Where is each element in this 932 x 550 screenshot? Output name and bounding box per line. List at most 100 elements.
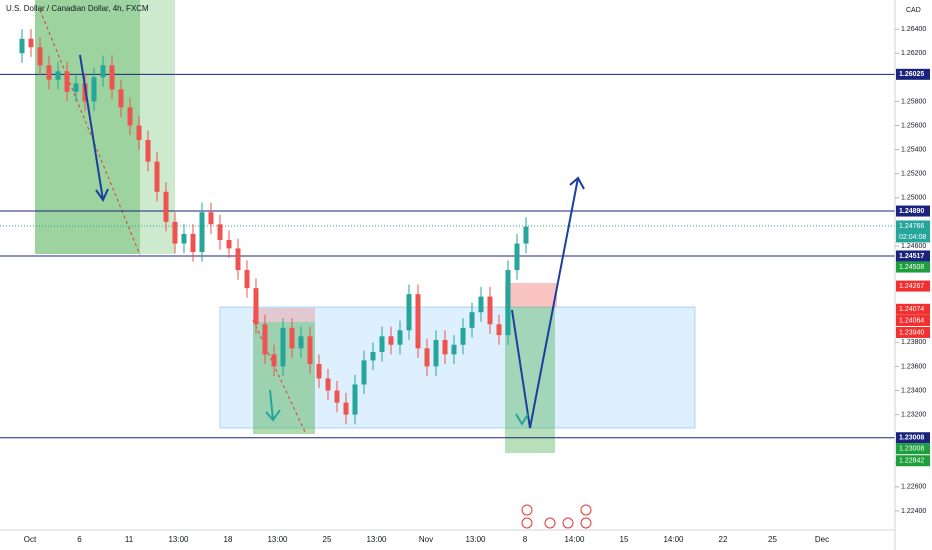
candle-body <box>379 336 385 352</box>
price-label-box <box>896 303 930 315</box>
price-label: 1.24064 <box>899 317 924 324</box>
price-label: 1.26025 <box>899 71 924 78</box>
price-label: 1.24267 <box>899 283 924 290</box>
y-tick-label: 1.25200 <box>901 171 926 178</box>
candle-body <box>496 324 502 336</box>
y-tick-label: 1.23600 <box>901 363 926 370</box>
price-label-box <box>896 220 930 243</box>
candle-body <box>388 336 394 345</box>
candle-body <box>163 191 169 222</box>
price-label: 1.24074 <box>899 306 924 313</box>
price-label-box <box>896 250 930 262</box>
x-tick-label: Nov <box>419 535 433 544</box>
candle-body <box>523 226 529 244</box>
x-tick-label: 13:00 <box>168 535 189 544</box>
price-label: 1.23008 <box>899 446 924 453</box>
y-tick-label: 1.23200 <box>901 411 926 418</box>
y-tick-label: 1.22400 <box>901 508 926 515</box>
price-label-box <box>896 68 930 80</box>
trend-line <box>252 319 306 433</box>
arrow <box>269 389 274 421</box>
candle-body <box>73 83 79 92</box>
candle-body <box>226 239 232 249</box>
arrows <box>79 54 585 429</box>
candle-body <box>316 364 322 379</box>
candle-body <box>127 107 133 126</box>
x-tick-label: 14:00 <box>564 535 585 544</box>
y-tick-label: 1.25600 <box>901 122 926 129</box>
candle-body <box>37 47 43 66</box>
grid <box>0 73 895 439</box>
candle-body <box>361 360 367 385</box>
event-icon <box>521 504 533 516</box>
candle-body <box>487 296 493 325</box>
y-tick-label: 1.22600 <box>901 484 926 491</box>
candle-body <box>406 294 412 331</box>
currency: CAD <box>906 7 921 14</box>
x-tick-label: 18 <box>224 535 233 544</box>
candle-body <box>397 330 403 345</box>
candle-body <box>208 212 214 225</box>
arrow <box>511 177 579 429</box>
candle-body <box>478 296 484 313</box>
candle-body <box>46 65 52 80</box>
x-tick-label: 6 <box>77 535 82 544</box>
candle-body <box>91 77 97 102</box>
y-tick-label: 1.23400 <box>901 387 926 394</box>
candle-body <box>415 294 421 349</box>
candle-body <box>514 243 520 271</box>
candle-body <box>424 348 430 367</box>
price-label: 1.24890 <box>899 208 924 215</box>
event-icon <box>562 517 574 529</box>
price-label: 1.24766 <box>899 223 924 230</box>
candle-body <box>253 288 259 325</box>
y-tick-label: 1.26200 <box>901 50 926 57</box>
candle-body <box>181 233 187 244</box>
price-label-box <box>896 432 930 444</box>
arrow-head <box>95 188 109 203</box>
x-tick-label: 25 <box>768 535 777 544</box>
candle-body <box>334 390 340 403</box>
candle-body <box>262 324 268 355</box>
candle-body <box>19 38 25 54</box>
x-tick-label: 14:00 <box>663 535 684 544</box>
y-tick-label: 1.24600 <box>901 243 926 250</box>
price-label-box <box>896 315 930 327</box>
candle-body <box>55 71 61 80</box>
candle-body <box>280 327 286 367</box>
arrow-head <box>569 176 585 190</box>
y-tick-label: 1.25400 <box>901 146 926 153</box>
candle-body <box>469 312 475 328</box>
candle-body <box>352 384 358 415</box>
candle-body <box>460 327 466 345</box>
candle-body <box>235 248 241 271</box>
candle-body <box>145 139 151 162</box>
candle-body <box>118 89 124 108</box>
x-tick-label: 15 <box>620 535 629 544</box>
arrow <box>79 54 104 201</box>
candle-body <box>136 125 142 140</box>
y-tick-label: 1.25000 <box>901 195 926 202</box>
x-tick-label: Oct <box>24 535 37 544</box>
candle-body <box>190 233 196 252</box>
price-label: 1.24517 <box>899 253 924 260</box>
price-label: 1.24508 <box>899 264 924 271</box>
candle-body <box>370 351 376 361</box>
x-tick-label: 13:00 <box>267 535 288 544</box>
x-tick-label: 11 <box>125 535 134 544</box>
drawings <box>35 0 696 453</box>
stop-zone <box>505 283 557 307</box>
range-box <box>219 306 696 429</box>
countdown: 02:04:08 <box>899 234 926 241</box>
x-tick-label: 25 <box>323 535 332 544</box>
candles <box>19 29 529 425</box>
candle-body <box>100 65 106 78</box>
price-label-box <box>896 326 930 338</box>
x-tick-label: 22 <box>719 535 728 544</box>
candle-body <box>64 71 70 92</box>
price-label-box <box>896 455 930 467</box>
candle-body <box>217 224 223 240</box>
candle-body <box>244 270 250 289</box>
arrow-head <box>265 409 281 422</box>
